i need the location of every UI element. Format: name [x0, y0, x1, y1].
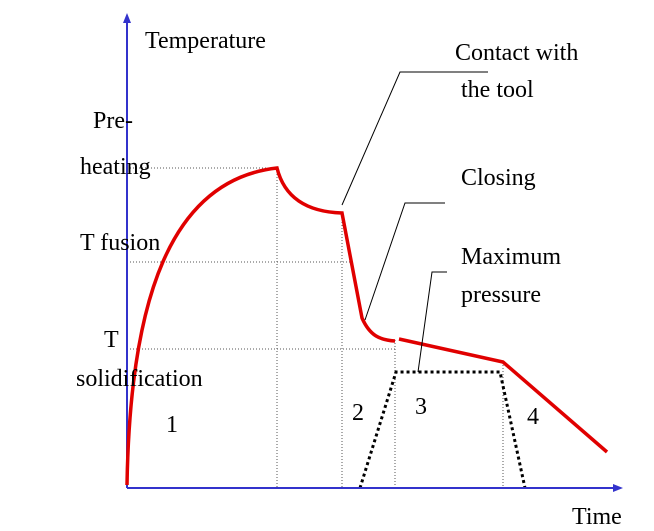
level-label: T — [104, 327, 119, 353]
annotation: Maximum — [461, 244, 561, 270]
level-label: heating — [80, 154, 151, 180]
annotation: Contact with — [455, 40, 578, 66]
annotation: the tool — [461, 77, 534, 103]
level-label: T fusion — [80, 230, 160, 256]
phase-label: 4 — [527, 404, 539, 430]
phase-label: 1 — [166, 412, 178, 438]
guides — [127, 167, 504, 488]
x-label: Time — [572, 504, 622, 530]
phase-label: 2 — [352, 400, 364, 426]
leaders — [341, 71, 488, 373]
pressure-profile — [358, 370, 527, 489]
y-label: Temperature — [145, 28, 266, 54]
temperature-curve — [125, 166, 609, 486]
level-label: Pre- — [93, 108, 133, 134]
level-label: solidification — [76, 366, 203, 392]
annotation: Closing — [461, 165, 536, 191]
annotation: pressure — [461, 282, 541, 308]
phase-label: 3 — [415, 394, 427, 420]
